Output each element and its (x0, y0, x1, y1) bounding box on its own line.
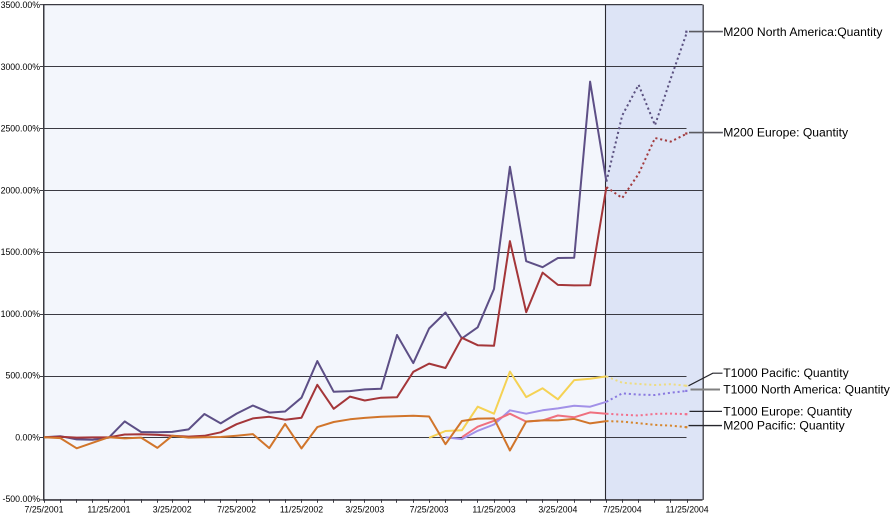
svg-text:T1000 Pacific: Quantity: T1000 Pacific: Quantity (723, 366, 849, 380)
svg-text:11/25/2004: 11/25/2004 (666, 504, 709, 514)
svg-text:3000.00%: 3000.00% (1, 62, 41, 72)
svg-text:7/25/2004: 7/25/2004 (603, 504, 642, 514)
svg-text:1000.00%: 1000.00% (1, 309, 41, 319)
svg-text:M200 Europe: Quantity: M200 Europe: Quantity (723, 126, 849, 140)
svg-text:2500.00%: 2500.00% (1, 124, 41, 134)
svg-text:3/25/2003: 3/25/2003 (345, 504, 384, 514)
svg-text:1500.00%: 1500.00% (1, 247, 41, 257)
svg-text:7/25/2001: 7/25/2001 (25, 504, 64, 514)
svg-text:3500.00%: 3500.00% (1, 0, 41, 10)
svg-text:11/25/2002: 11/25/2002 (280, 504, 323, 514)
svg-text:M200 Pacific: Quantity: M200 Pacific: Quantity (723, 419, 845, 433)
svg-text:T1000 Europe: Quantity: T1000 Europe: Quantity (723, 405, 853, 419)
svg-text:2000.00%: 2000.00% (1, 185, 41, 195)
svg-text:-500.00%: -500.00% (3, 494, 41, 504)
svg-text:0.00%: 0.00% (15, 432, 40, 442)
svg-text:T1000 North America: Quantity: T1000 North America: Quantity (723, 383, 891, 397)
svg-text:3/25/2004: 3/25/2004 (538, 504, 577, 514)
svg-text:7/25/2002: 7/25/2002 (217, 504, 256, 514)
svg-text:3/25/2002: 3/25/2002 (153, 504, 192, 514)
svg-text:7/25/2003: 7/25/2003 (410, 504, 449, 514)
svg-text:500.00%: 500.00% (5, 371, 40, 381)
svg-text:11/25/2001: 11/25/2001 (87, 504, 130, 514)
svg-text:11/25/2003: 11/25/2003 (472, 504, 515, 514)
svg-text:M200 North America:Quantity: M200 North America:Quantity (723, 25, 883, 39)
